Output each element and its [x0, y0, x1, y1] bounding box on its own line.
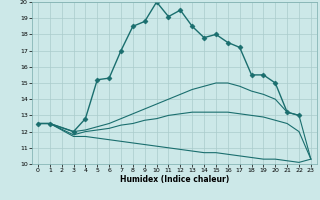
- X-axis label: Humidex (Indice chaleur): Humidex (Indice chaleur): [120, 175, 229, 184]
